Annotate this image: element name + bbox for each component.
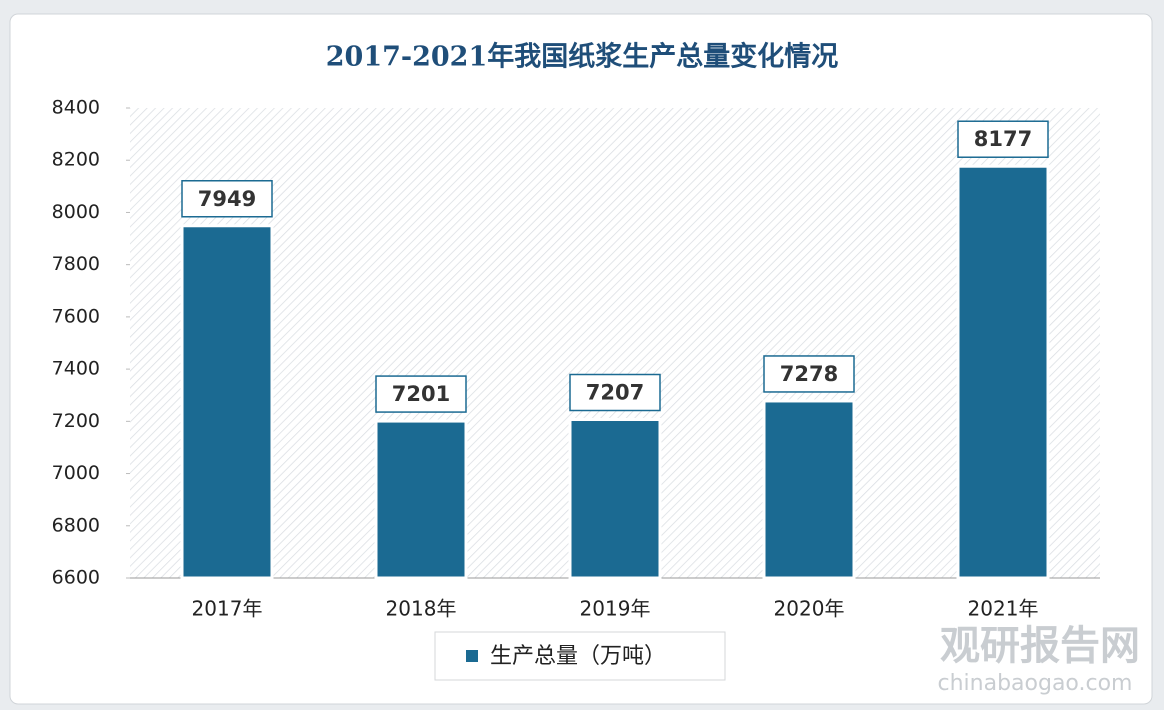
y-tick-label: 7800 bbox=[52, 253, 100, 275]
x-tick-label: 2020年 bbox=[774, 597, 845, 621]
value-label-box bbox=[569, 373, 661, 412]
y-tick-label: 8400 bbox=[52, 97, 100, 119]
value-label: 7949 bbox=[198, 187, 256, 211]
value-label: 7201 bbox=[392, 382, 450, 406]
bar bbox=[762, 399, 856, 580]
value-label: 8177 bbox=[974, 127, 1032, 151]
value-label-box bbox=[957, 120, 1049, 158]
value-label: 7207 bbox=[586, 381, 644, 405]
value-label-box bbox=[375, 375, 467, 413]
legend-label: 生产总量（万吨） bbox=[490, 644, 666, 669]
value-label: 7278 bbox=[780, 362, 838, 386]
watermark-title: 观研报告网 bbox=[940, 623, 1140, 669]
y-tick-label: 8200 bbox=[52, 149, 100, 171]
legend-box bbox=[434, 631, 726, 681]
y-tick-label: 8000 bbox=[52, 201, 100, 223]
value-label-box bbox=[763, 355, 855, 393]
y-tick-label: 7200 bbox=[52, 410, 100, 432]
value-label-box bbox=[181, 180, 273, 218]
watermark-url: chinabaogao.com bbox=[938, 671, 1133, 696]
x-tick-label: 2018年 bbox=[386, 597, 457, 621]
y-tick-label: 7400 bbox=[52, 358, 100, 380]
bar bbox=[956, 164, 1050, 580]
legend-swatch bbox=[466, 650, 478, 662]
chart-title: 2017-2021年我国纸浆生产总量变化情况 bbox=[326, 41, 839, 73]
x-tick-label: 2021年 bbox=[968, 597, 1039, 621]
bar bbox=[568, 418, 662, 580]
y-tick-label: 7000 bbox=[52, 462, 100, 484]
bar bbox=[180, 224, 274, 580]
x-tick-label: 2019年 bbox=[580, 597, 651, 621]
y-tick-label: 6800 bbox=[52, 514, 100, 536]
y-tick-label: 6600 bbox=[52, 567, 100, 589]
bar bbox=[374, 419, 468, 580]
x-tick-label: 2017年 bbox=[192, 597, 263, 621]
legend: 生产总量（万吨） bbox=[434, 631, 726, 681]
y-tick-label: 7600 bbox=[52, 305, 100, 327]
